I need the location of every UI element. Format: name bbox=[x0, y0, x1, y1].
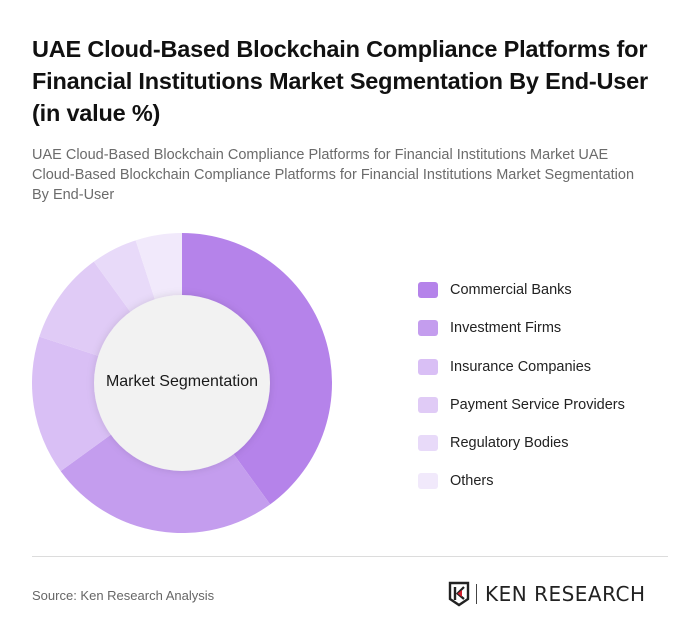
legend-swatch bbox=[418, 397, 438, 413]
legend-swatch bbox=[418, 282, 438, 298]
legend-label: Investment Firms bbox=[450, 320, 562, 336]
legend-swatch bbox=[418, 473, 438, 489]
legend-label: Others bbox=[450, 473, 494, 489]
donut-center bbox=[94, 295, 270, 471]
legend-swatch bbox=[418, 320, 438, 336]
legend-label: Insurance Companies bbox=[450, 359, 592, 375]
legend-item-others[interactable]: Others bbox=[418, 470, 678, 492]
center-label: Market Segmentation bbox=[105, 373, 259, 390]
legend-swatch bbox=[418, 435, 438, 451]
chart-subtitle: UAE Cloud-Based Blockchain Compliance Pl… bbox=[32, 147, 635, 203]
ken-research-shield-icon bbox=[448, 581, 470, 607]
ken-research-logo: KEN RESEARCH bbox=[448, 580, 646, 608]
legend-label: Commercial Banks bbox=[450, 282, 572, 298]
legend-item-insurance-companies[interactable]: Insurance Companies bbox=[418, 356, 678, 378]
legend-item-regulatory-bodies[interactable]: Regulatory Bodies bbox=[418, 432, 678, 454]
legend-item-commercial-banks[interactable]: Commercial Banks bbox=[418, 279, 678, 301]
legend-swatch bbox=[418, 359, 438, 375]
legend-label: Payment Service Providers bbox=[450, 397, 625, 413]
legend-item-investment-firms[interactable]: Investment Firms bbox=[418, 317, 678, 339]
legend-item-payment-service-providers[interactable]: Payment Service Providers bbox=[418, 394, 678, 416]
logo-text: KEN RESEARCH bbox=[485, 582, 646, 606]
chart-title: UAE Cloud-Based Blockchain Compliance Pl… bbox=[32, 36, 648, 126]
footer-divider bbox=[32, 556, 668, 557]
legend-label: Regulatory Bodies bbox=[450, 435, 569, 451]
donut-svg bbox=[32, 233, 332, 533]
donut-chart bbox=[0, 225, 365, 545]
source-note: Source: Ken Research Analysis bbox=[32, 588, 215, 603]
logo-separator bbox=[476, 584, 477, 604]
